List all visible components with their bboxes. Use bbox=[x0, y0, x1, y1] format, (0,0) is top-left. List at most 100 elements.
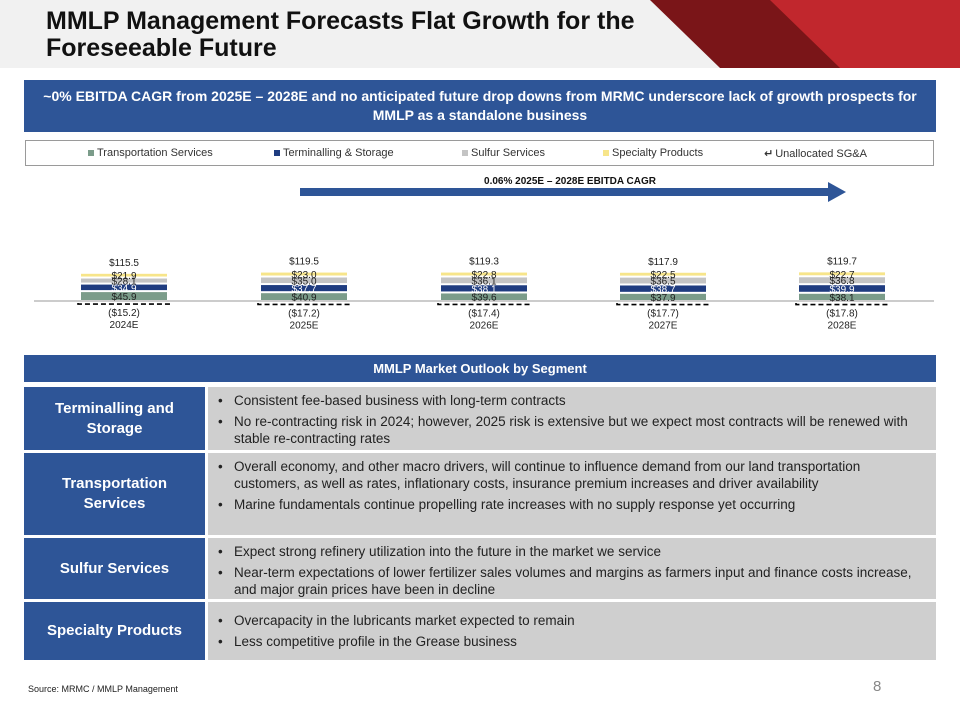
bar-segment bbox=[441, 285, 527, 292]
bar-segment bbox=[620, 272, 706, 276]
segment-row-terminalling: Terminalling and Storage Consistent fee-… bbox=[24, 387, 936, 450]
ebitda-stacked-bar-chart: $45.9 $34.9 $28.1 $21.9 $115.5 ($15.2) 2024E $4… bbox=[0, 168, 960, 350]
legend-swatch bbox=[88, 150, 94, 156]
sga-value-label: ($17.2) bbox=[288, 308, 320, 319]
chart-legend: Transportation Services Terminalling & S… bbox=[25, 140, 934, 166]
legend-item-terminalling: Terminalling & Storage bbox=[274, 147, 394, 159]
segment-row-specialty: Specialty Products Overcapacity in the l… bbox=[24, 602, 936, 660]
bar-value-label: $36.8 bbox=[829, 276, 854, 287]
legend-swatch bbox=[462, 150, 468, 156]
bar-segment bbox=[81, 278, 167, 283]
bar-value-label: $28.1 bbox=[111, 277, 136, 288]
bar-segment bbox=[799, 285, 885, 292]
bar-total-label: $119.7 bbox=[827, 256, 857, 267]
segment-label: Terminalling and Storage bbox=[24, 387, 205, 450]
legend-item-transportation: Transportation Services bbox=[88, 147, 213, 159]
bar-value-label: $36.1 bbox=[471, 276, 496, 287]
bar-value-label: $38.1 bbox=[471, 284, 496, 295]
x-tick-label: 2027E bbox=[649, 321, 678, 332]
bar-segment bbox=[441, 272, 527, 276]
bar-segment bbox=[620, 285, 706, 292]
sga-dashed-bracket bbox=[437, 303, 531, 306]
bar-value-label: $21.9 bbox=[111, 271, 136, 282]
bar-segment bbox=[799, 277, 885, 284]
bar-segment bbox=[81, 273, 167, 277]
segment-body: Expect strong refinery utilization into … bbox=[208, 538, 936, 599]
sga-dashed-bracket bbox=[77, 303, 171, 305]
bar-segment bbox=[81, 284, 167, 291]
legend-item-specialty: Specialty Products bbox=[603, 147, 703, 159]
x-tick-label: 2028E bbox=[828, 321, 857, 332]
bar-value-label: $40.9 bbox=[291, 293, 316, 304]
sga-dashed-bracket bbox=[257, 303, 351, 306]
page-number: 8 bbox=[873, 678, 882, 695]
bar-segment bbox=[620, 277, 706, 284]
bar-segment bbox=[441, 277, 527, 284]
legend-label: Terminalling & Storage bbox=[283, 147, 394, 159]
bar-value-label: $22.8 bbox=[471, 270, 496, 281]
legend-item-sulfur: Sulfur Services bbox=[462, 147, 545, 159]
bullet-item: No re-contracting risk in 2024; however,… bbox=[218, 413, 922, 447]
segment-row-sulfur: Sulfur Services Expect strong refinery u… bbox=[24, 538, 936, 599]
bar-value-label: $36.5 bbox=[650, 277, 675, 288]
legend-item-sga: ↵ Unallocated SG&A bbox=[764, 147, 867, 161]
header-bar: MMLP Management Forecasts Flat Growth fo… bbox=[0, 0, 960, 68]
segment-body: Consistent fee-based business with long-… bbox=[208, 387, 936, 450]
cagr-annotation: 0.06% 2025E – 2028E EBITDA CAGR bbox=[484, 176, 657, 187]
bar-segment bbox=[799, 293, 885, 300]
bar-segment bbox=[81, 292, 167, 300]
chart-svg: $45.9$34.9$28.1$21.9 $115.5 ($15.2)2024E $4… bbox=[34, 176, 934, 332]
bar-value-label: $38.7 bbox=[650, 285, 675, 296]
legend-label: Unallocated SG&A bbox=[775, 147, 867, 160]
bar-segment bbox=[261, 285, 347, 292]
bar-value-label: $23.0 bbox=[291, 270, 316, 281]
bullet-item: Overcapacity in the lubricants market ex… bbox=[218, 612, 922, 629]
page-title: MMLP Management Forecasts Flat Growth fo… bbox=[46, 7, 635, 62]
bar-value-label: $34.9 bbox=[111, 283, 136, 294]
bar-segment bbox=[620, 293, 706, 300]
x-tick-label: 2024E bbox=[110, 320, 139, 331]
bar-value-label: $38.1 bbox=[829, 293, 854, 304]
bullet-item: Near-term expectations of lower fertiliz… bbox=[218, 564, 922, 598]
sga-value-label: ($17.7) bbox=[647, 309, 679, 320]
segment-row-transportation: Transportation Services Overall economy,… bbox=[24, 453, 936, 535]
outlook-heading: MMLP Market Outlook by Segment bbox=[24, 355, 936, 382]
return-arrow-icon: ↵ bbox=[764, 148, 774, 160]
x-tick-label: 2025E bbox=[290, 320, 319, 331]
bar-segment bbox=[261, 272, 347, 276]
bar-value-label: $39.6 bbox=[471, 293, 496, 304]
bar-value-label: $22.5 bbox=[650, 270, 675, 281]
segment-label: Specialty Products bbox=[24, 602, 205, 660]
sga-value-label: ($17.4) bbox=[468, 308, 500, 319]
bar-segment bbox=[441, 293, 527, 300]
legend-label: Transportation Services bbox=[97, 147, 213, 159]
bar-value-label: $45.9 bbox=[111, 292, 136, 303]
sga-value-label: ($15.2) bbox=[108, 308, 140, 319]
bar-value-label: $35.0 bbox=[291, 276, 316, 287]
bullet-item: Marine fundamentals continue propelling … bbox=[218, 496, 922, 513]
source-note: Source: MRMC / MMLP Management bbox=[28, 684, 178, 694]
legend-label: Sulfur Services bbox=[471, 147, 545, 159]
x-tick-label: 2026E bbox=[470, 320, 499, 331]
bar-segment bbox=[261, 293, 347, 300]
sga-dashed-bracket bbox=[616, 303, 710, 306]
segment-body: Overall economy, and other macro drivers… bbox=[208, 453, 936, 535]
bar-total-label: $119.3 bbox=[469, 257, 499, 268]
segment-body: Overcapacity in the lubricants market ex… bbox=[208, 602, 936, 660]
segment-label: Transportation Services bbox=[24, 453, 205, 535]
bar-total-label: $119.5 bbox=[289, 257, 319, 268]
bar-total-label: $115.5 bbox=[109, 258, 139, 269]
bar-value-label: $39.9 bbox=[829, 284, 854, 295]
bullet-item: Expect strong refinery utilization into … bbox=[218, 543, 922, 560]
legend-swatch bbox=[603, 150, 609, 156]
subtitle-banner: ~0% EBITDA CAGR from 2025E – 2028E and n… bbox=[24, 80, 936, 132]
sga-value-label: ($17.8) bbox=[826, 309, 858, 320]
bar-segment bbox=[261, 277, 347, 284]
segment-label: Sulfur Services bbox=[24, 538, 205, 599]
bar-total-label: $117.9 bbox=[648, 257, 678, 268]
sga-dashed-bracket bbox=[795, 303, 889, 306]
bar-value-label: $37.7 bbox=[291, 284, 316, 295]
bullet-item: Less competitive profile in the Grease b… bbox=[218, 633, 922, 650]
cagr-arrow-head bbox=[828, 182, 846, 202]
bar-segment bbox=[799, 272, 885, 276]
